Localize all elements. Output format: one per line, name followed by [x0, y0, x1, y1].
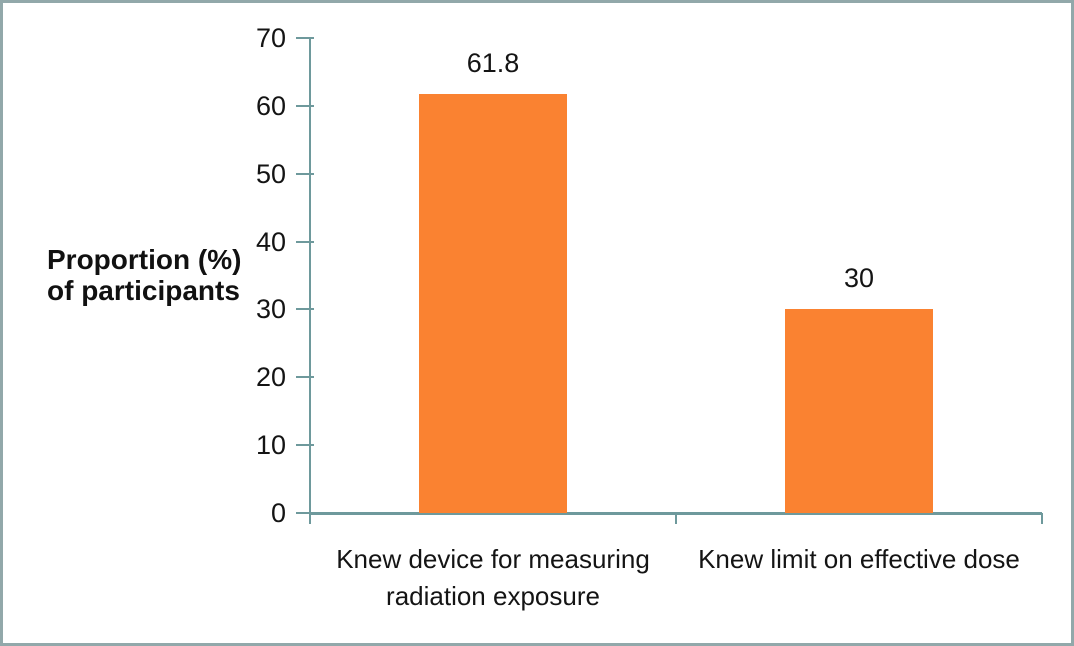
x-axis-boundary-tick	[675, 513, 677, 524]
y-tick-label: 30	[255, 294, 286, 325]
y-tick-label: 60	[255, 90, 286, 121]
y-tick	[296, 172, 314, 175]
y-tick-label: 70	[255, 23, 286, 53]
y-tick	[296, 308, 314, 311]
y-tick-label: 50	[255, 158, 286, 189]
x-axis-boundary-tick	[1041, 513, 1043, 524]
bar	[785, 309, 933, 513]
bar-value-label: 30	[843, 263, 875, 294]
y-axis-title: Proportion (%) of participants	[47, 244, 297, 306]
y-tick	[296, 512, 314, 514]
y-axis-line	[309, 38, 311, 524]
y-tick	[296, 37, 314, 39]
y-axis-title-line1: Proportion (%)	[47, 244, 242, 275]
y-tick	[296, 240, 314, 243]
y-tick-label: 40	[255, 226, 286, 257]
y-tick-label: 0	[270, 498, 286, 528]
bar-value-label: 61.8	[466, 47, 520, 78]
y-tick	[296, 376, 314, 379]
y-tick	[296, 104, 314, 107]
plot-area: 0 10 20 30 40 50 60 70 61.8 Knew device for measu…	[3, 3, 1071, 643]
x-category-label: Knew device for measuring radiation expo…	[336, 544, 650, 611]
bar	[419, 93, 567, 513]
y-tick	[296, 444, 314, 447]
y-axis-title-line2: of participants	[47, 275, 240, 306]
y-tick-label: 10	[255, 430, 286, 461]
y-tick-label: 20	[255, 362, 286, 393]
x-category-label: Knew limit on effective dose	[698, 544, 1020, 574]
